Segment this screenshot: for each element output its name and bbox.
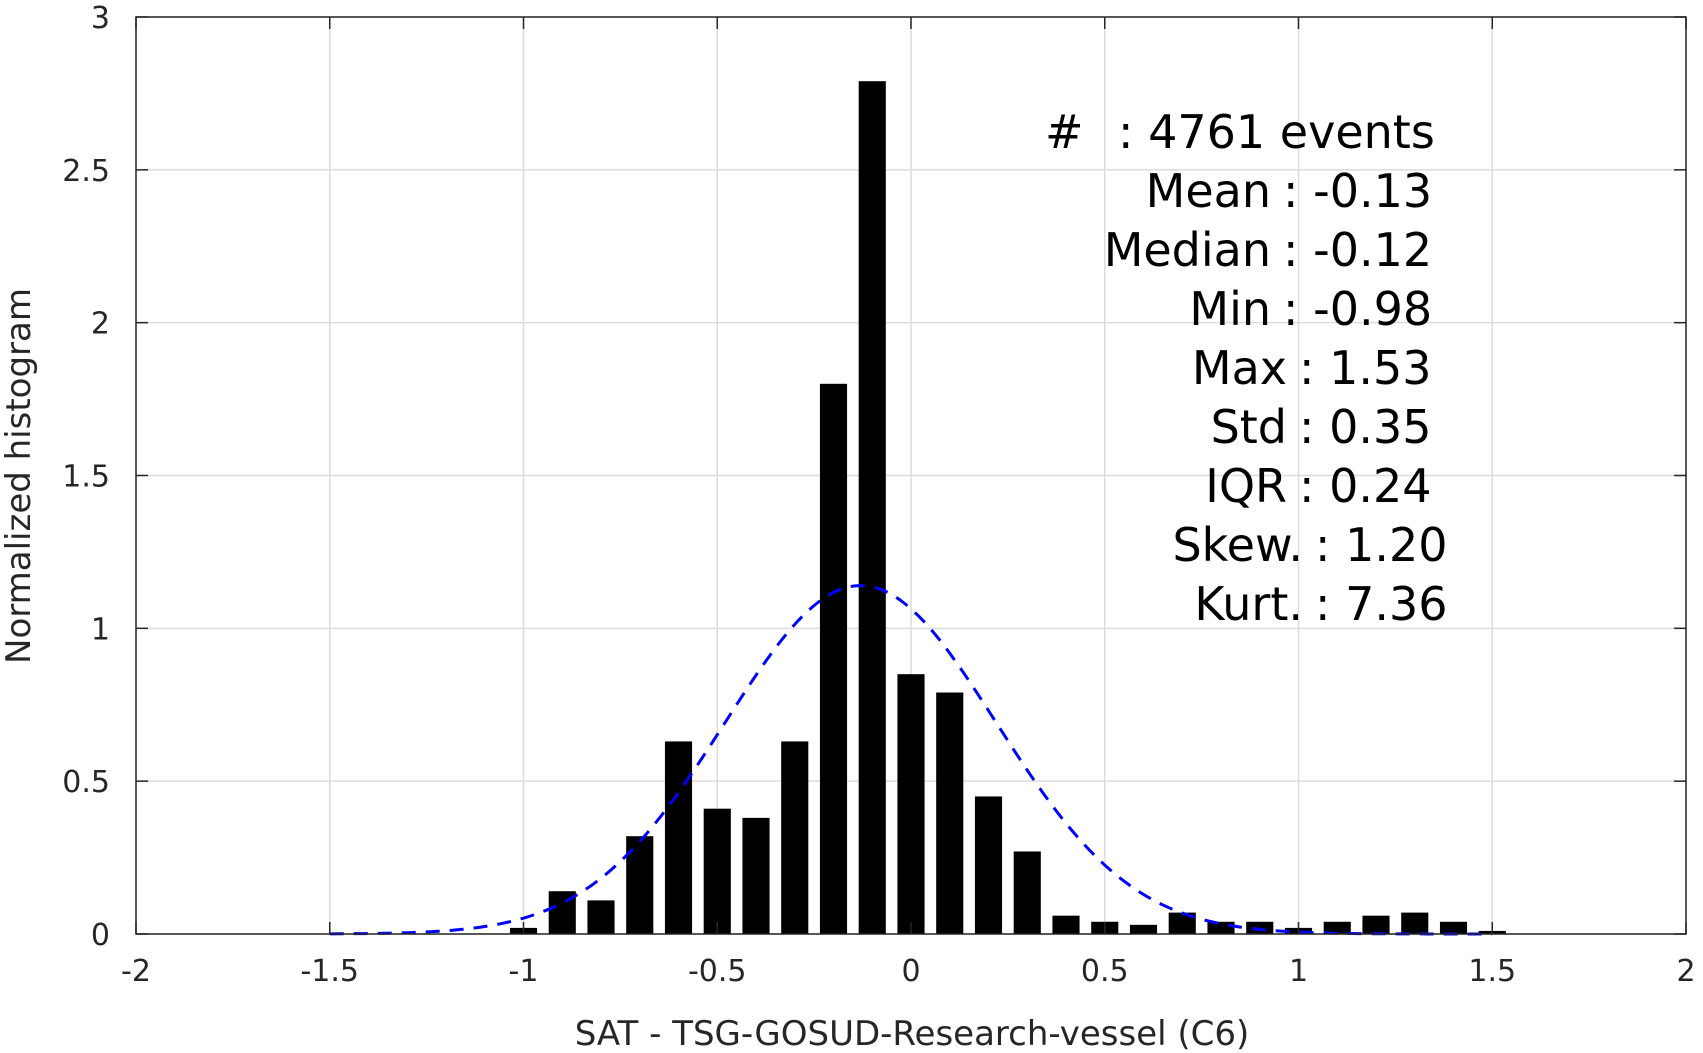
histogram-bar [936, 692, 964, 934]
bar-series [509, 81, 1506, 934]
x-tick-label: 0 [901, 954, 920, 989]
stat-value: : 0.35 [1299, 400, 1432, 454]
histogram-bar [1052, 915, 1080, 934]
histogram-bar [1207, 921, 1235, 934]
histogram-bar [1013, 851, 1041, 934]
stat-label: Skew. [1172, 518, 1303, 572]
plot-axes [135, 16, 1687, 935]
histogram-bar [742, 817, 770, 934]
stat-label: Mean [1146, 164, 1271, 218]
x-tick-labels: -2 -1.5 -1 -0.5 0 0.5 1 1.5 2 [121, 954, 1696, 989]
histogram-bar [897, 674, 925, 934]
stat-label: Min [1189, 282, 1271, 336]
y-tick-label: 1.5 [62, 460, 110, 495]
histogram-bar [1439, 921, 1468, 934]
y-tick-label: 0.5 [62, 765, 110, 800]
histogram-bar [587, 900, 615, 934]
stat-value: : 1.20 [1315, 518, 1448, 572]
x-tick-label: -1.5 [300, 954, 359, 989]
histogram-bar [974, 796, 1003, 934]
stat-value: : 0.24 [1299, 459, 1432, 513]
x-tick-label: -0.5 [688, 954, 747, 989]
stat-label: Kurt. [1194, 577, 1303, 631]
histogram-bar [1129, 924, 1158, 934]
x-tick-label: 0.5 [1081, 954, 1129, 989]
y-tick-label: 0 [91, 918, 110, 953]
x-tick-label: 1.5 [1468, 954, 1516, 989]
stat-value: : -0.12 [1283, 223, 1432, 277]
histogram-bar [1362, 915, 1390, 934]
histogram-bar [703, 808, 731, 934]
histogram-bar [858, 81, 886, 934]
stat-label: Max [1192, 341, 1287, 395]
stat-count-value: : 4761 events [1118, 105, 1435, 159]
histogram-bar [1323, 921, 1351, 934]
y-tick-label: 2.5 [62, 154, 110, 189]
stat-label: Std [1211, 400, 1287, 454]
y-axis-label: Normalized histogram [0, 288, 39, 664]
stat-value: : 7.36 [1315, 577, 1448, 631]
y-tick-label: 3 [91, 1, 110, 36]
x-tick-label: -2 [121, 954, 151, 989]
x-tick-label: 1 [1289, 954, 1308, 989]
histogram-bar [1246, 921, 1274, 934]
stat-label: Median [1104, 223, 1271, 277]
x-axis-label: SAT - TSG-GOSUD-Research-vessel (C6) [575, 1014, 1250, 1053]
y-tick-labels: 0 0.5 1 1.5 2 2.5 3 [62, 1, 110, 953]
normal-fit-curve [329, 584, 1493, 936]
histogram-bar [1401, 912, 1429, 934]
stat-value: : -0.98 [1283, 282, 1432, 336]
y-tick-label: 1 [91, 612, 110, 647]
histogram-bar [664, 741, 693, 934]
x-tick-label: -1 [509, 954, 539, 989]
x-tick-label: 2 [1676, 954, 1695, 989]
stat-value: : 1.53 [1299, 341, 1432, 395]
histogram-bar [781, 741, 809, 934]
stat-value: : -0.13 [1283, 164, 1432, 218]
stat-label: IQR [1205, 459, 1287, 513]
histogram-bar [819, 383, 848, 934]
histogram-bar [1168, 912, 1196, 934]
y-tick-label: 2 [91, 307, 110, 342]
stat-count-label: # [1045, 105, 1084, 159]
